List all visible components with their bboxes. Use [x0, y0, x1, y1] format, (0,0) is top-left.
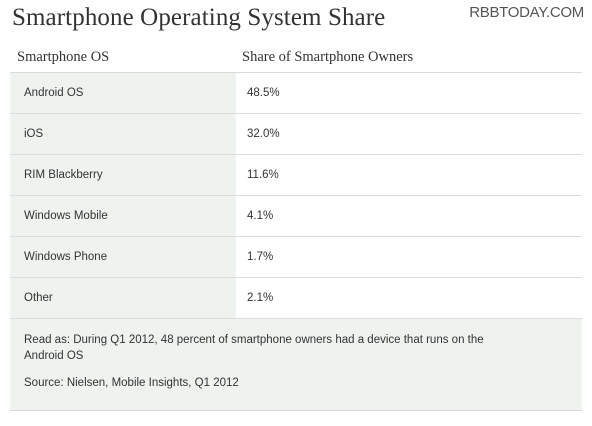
- column-header-share: Share of Smartphone Owners: [242, 49, 414, 65]
- share-value-cell: 2.1%: [247, 292, 274, 304]
- share-value-cell: 32.0%: [247, 128, 280, 140]
- os-name-cell: Windows Phone: [10, 237, 236, 277]
- os-name-cell: Other: [10, 278, 236, 318]
- table-row: Android OS 48.5%: [10, 73, 582, 114]
- table-row: RIM Blackberry 11.6%: [10, 155, 582, 196]
- read-as-note-line2: Android OS: [24, 350, 84, 362]
- watermark: RBBTODAY.COM: [469, 4, 584, 21]
- os-name-cell: iOS: [10, 114, 236, 154]
- share-value-cell: 1.7%: [247, 251, 274, 263]
- os-name-cell: Android OS: [10, 73, 236, 113]
- table-row: Other 2.1%: [10, 278, 582, 319]
- table-row: iOS 32.0%: [10, 114, 582, 155]
- share-value-cell: 11.6%: [247, 169, 279, 181]
- page-title: Smartphone Operating System Share: [12, 4, 386, 31]
- share-value-cell: 4.1%: [247, 210, 274, 222]
- os-name-cell: Windows Mobile: [10, 196, 236, 236]
- os-name-cell: RIM Blackberry: [10, 155, 236, 195]
- footnote: Read as: During Q1 2012, 48 percent of s…: [10, 319, 582, 411]
- column-header-os: Smartphone OS: [17, 49, 110, 65]
- table-row: Windows Mobile 4.1%: [10, 196, 582, 237]
- source-note: Source: Nielsen, Mobile Insights, Q1 201…: [24, 377, 239, 389]
- table-header-row: Smartphone OS Share of Smartphone Owners: [10, 43, 582, 73]
- share-value-cell: 48.5%: [247, 87, 280, 99]
- read-as-note-line1: Read as: During Q1 2012, 48 percent of s…: [24, 334, 484, 346]
- table-row: Windows Phone 1.7%: [10, 237, 582, 278]
- os-share-table: Smartphone OS Share of Smartphone Owners…: [10, 43, 582, 411]
